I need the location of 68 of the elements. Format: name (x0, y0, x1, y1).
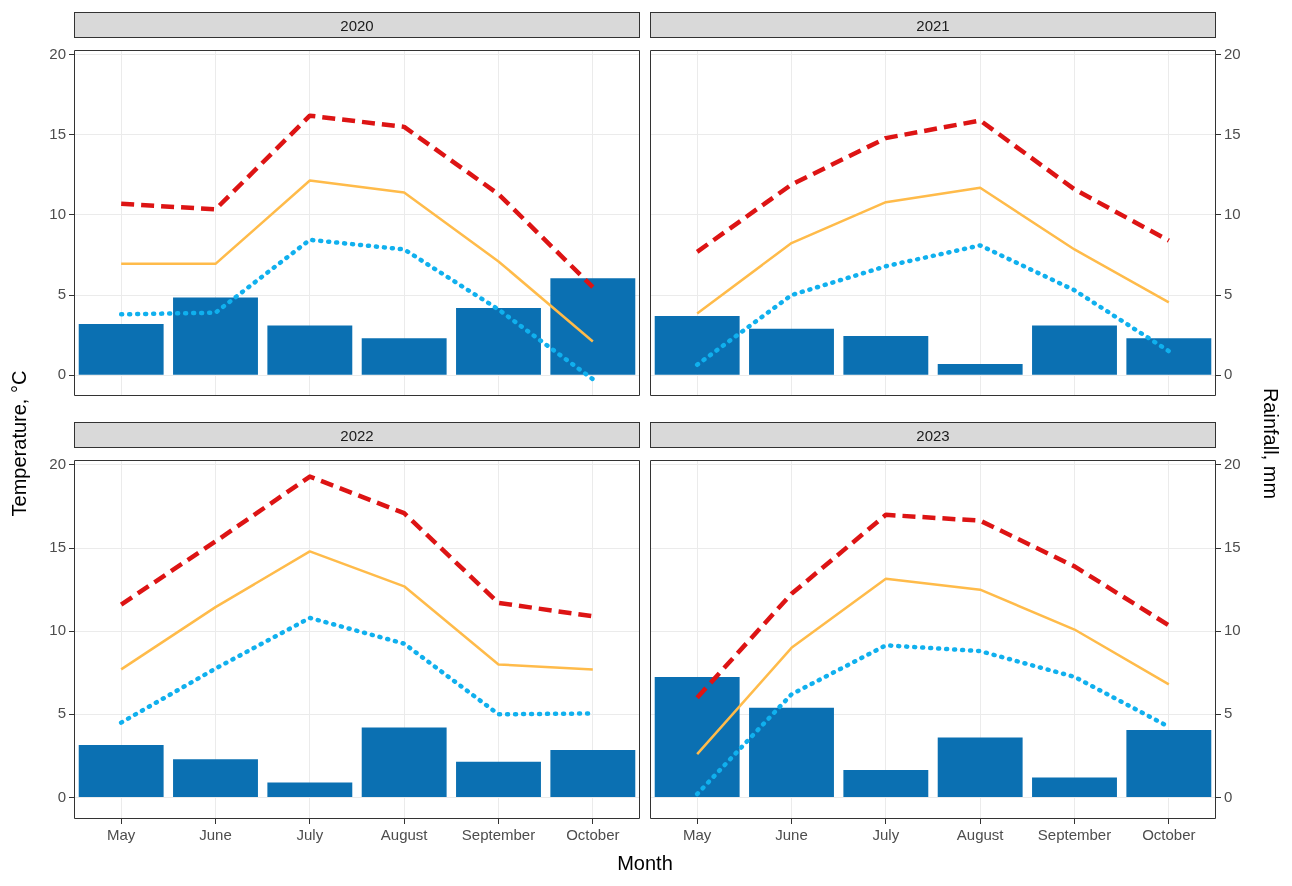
y2-tick-label: 0 (1224, 365, 1233, 383)
bar (843, 335, 929, 375)
y2-tick-label: 0 (1224, 787, 1233, 805)
chart-title: 2021 (650, 12, 1216, 38)
x-tick-label: June (199, 826, 232, 844)
bar (937, 363, 1023, 375)
y2-tick-label: 20 (1224, 455, 1241, 473)
bar (843, 769, 929, 797)
x-tick-label: May (682, 826, 712, 844)
bar (937, 737, 1023, 797)
y2-tick-label: 5 (1224, 704, 1233, 722)
bar (78, 745, 164, 797)
bar (267, 325, 353, 375)
y2-tick-label: 15 (1224, 538, 1241, 556)
bar (749, 707, 834, 797)
x-tick-label: August (956, 826, 1005, 844)
y2-tick-label: 20 (1224, 44, 1241, 62)
bar (267, 782, 353, 797)
bar (173, 759, 258, 797)
x-tick-label: September (461, 826, 536, 844)
x-tick-label: July (872, 826, 900, 844)
x-tick-label: June (775, 826, 808, 844)
x-tick-label: September (1037, 826, 1112, 844)
bar (361, 727, 447, 797)
chart-title: 2022 (74, 422, 640, 448)
y-tick-label: 15 (49, 538, 66, 556)
line-series (118, 113, 596, 290)
bar (550, 750, 636, 797)
x-axis-title: Month (616, 852, 674, 875)
bar (654, 676, 740, 797)
y-tick-label: 10 (49, 205, 66, 223)
chart-title: 2020 (74, 12, 640, 38)
bar (749, 328, 834, 375)
y-tick-label: 5 (57, 285, 66, 303)
chart-title: 2023 (650, 422, 1216, 448)
bar (1126, 338, 1212, 375)
x-tick-label: July (296, 826, 324, 844)
y-tick-label: 0 (57, 365, 66, 383)
bar (550, 278, 636, 375)
bar (173, 297, 258, 375)
line-series (694, 118, 1172, 255)
bar (78, 323, 164, 375)
bar (361, 338, 447, 375)
y-tick-label: 5 (57, 704, 66, 722)
x-tick-label: October (566, 826, 620, 844)
y2-tick-label: 10 (1224, 205, 1241, 223)
y-axis-title: Temperature, °C (8, 370, 32, 516)
y2-tick-label: 10 (1224, 621, 1241, 639)
y-tick-label: 10 (49, 621, 66, 639)
y-tick-label: 20 (49, 455, 66, 473)
line-series (118, 237, 596, 382)
bar (654, 315, 740, 375)
y-tick-label: 0 (57, 787, 66, 805)
x-tick-label: August (380, 826, 429, 844)
y-tick-label: 15 (49, 125, 66, 143)
y-tick-label: 20 (49, 44, 66, 62)
x-tick-label: May (106, 826, 136, 844)
y2-axis-title: Rainfall, mm (1259, 387, 1283, 499)
y2-tick-label: 5 (1224, 285, 1233, 303)
line-series (694, 243, 1172, 368)
y2-tick-label: 15 (1224, 125, 1241, 143)
line-series (694, 512, 1172, 700)
x-tick-label: October (1142, 826, 1196, 844)
bar (1032, 777, 1117, 797)
bar (1126, 730, 1212, 797)
bar (456, 307, 541, 375)
bar (456, 761, 541, 797)
bar (1032, 325, 1117, 375)
